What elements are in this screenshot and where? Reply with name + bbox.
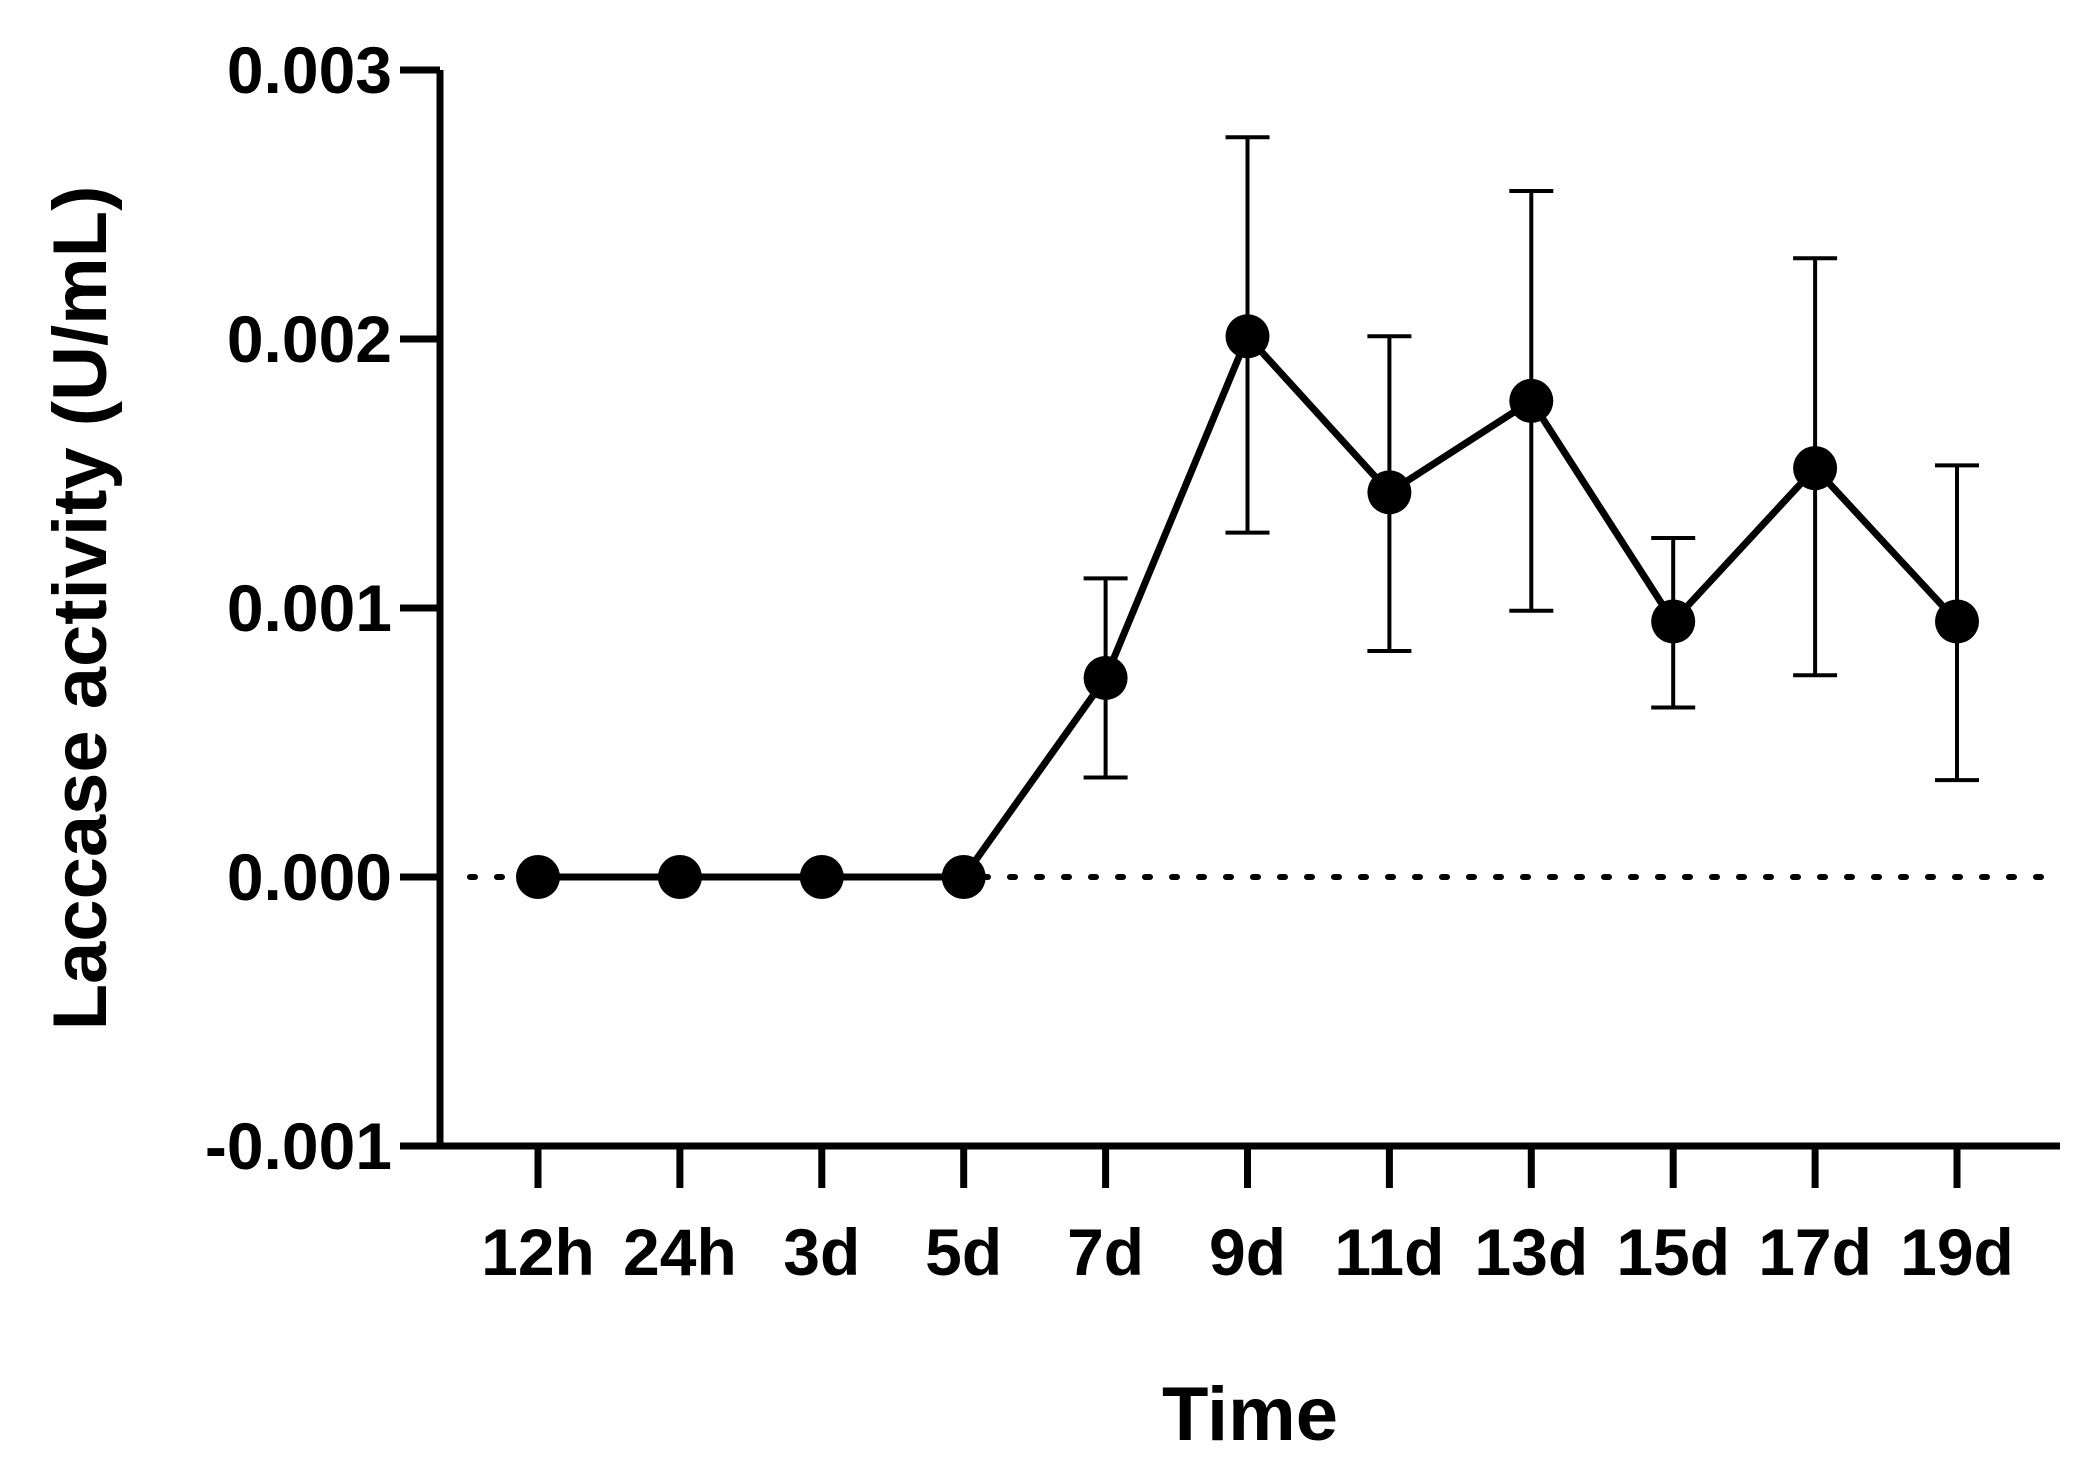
- data-point: [941, 855, 986, 899]
- data-point: [657, 855, 702, 899]
- x-tick-label: 9d: [1209, 1215, 1286, 1289]
- y-tick-label: 0.001: [227, 571, 392, 645]
- x-tick-label: 19d: [1900, 1215, 2014, 1289]
- x-axis-title: Time: [1162, 1372, 1338, 1457]
- x-tick-label: 12h: [481, 1215, 595, 1289]
- x-tick-label: 3d: [783, 1215, 860, 1289]
- x-tick-label: 11d: [1334, 1215, 1444, 1289]
- data-points: [516, 314, 1979, 899]
- y-tick-label: 0.000: [227, 840, 392, 914]
- x-tick-label: 5d: [925, 1215, 1002, 1289]
- x-axis-ticks: 12h 24h 3d 5d 7d 9d 11d 13d 15d 17d 19d: [481, 1146, 2014, 1289]
- y-tick-label: 0.002: [227, 302, 392, 376]
- error-bars: [1083, 135, 1979, 783]
- y-axis-ticks: -0.001 0.000 0.001 0.002 0.003: [205, 33, 440, 1183]
- data-point: [1651, 599, 1696, 644]
- data-point: [799, 855, 844, 899]
- x-tick-label: 24h: [623, 1215, 737, 1289]
- y-axis-title: Laccase activity (U/mL): [38, 186, 123, 1031]
- data-point: [1509, 378, 1554, 423]
- data-point: [1083, 655, 1128, 700]
- data-point: [1793, 446, 1838, 491]
- x-tick-label: 15d: [1616, 1215, 1730, 1289]
- x-tick-label: 7d: [1067, 1215, 1144, 1289]
- data-point: [1935, 599, 1979, 644]
- data-point: [516, 855, 560, 899]
- data-point: [1367, 470, 1412, 515]
- x-tick-label: 13d: [1474, 1215, 1588, 1289]
- data-point: [1225, 314, 1270, 359]
- y-tick-label: 0.003: [227, 33, 392, 107]
- y-tick-label: -0.001: [205, 1109, 392, 1183]
- x-tick-label: 17d: [1758, 1215, 1872, 1289]
